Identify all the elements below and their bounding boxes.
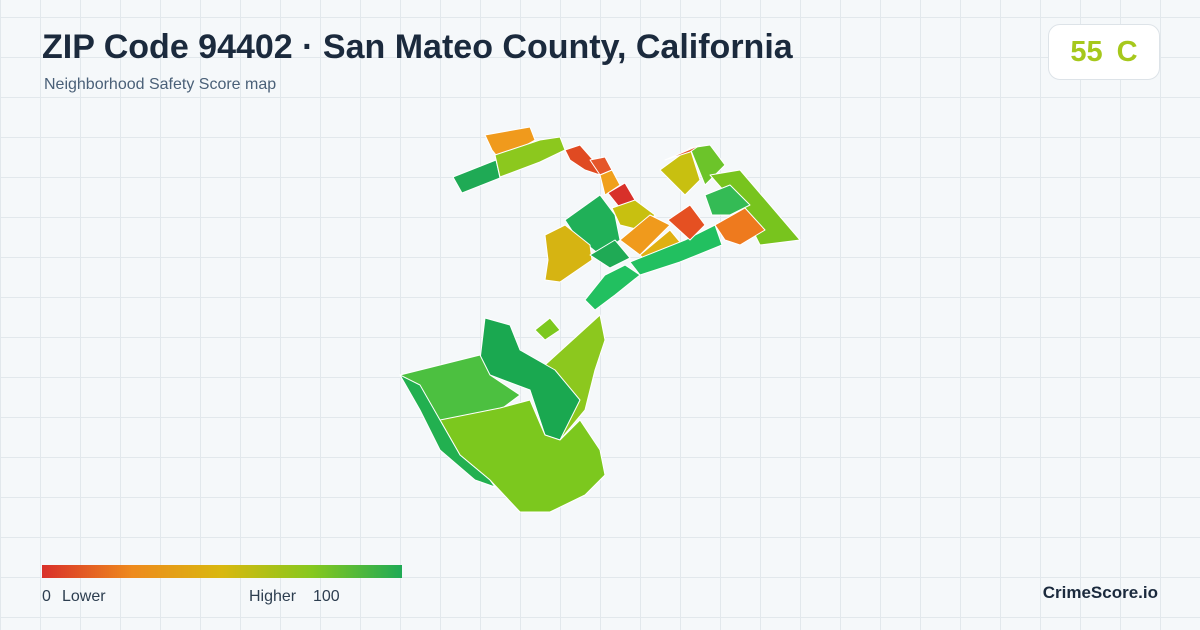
score-value: 55: [1070, 35, 1103, 68]
area: [534, 317, 561, 341]
score-grade: C: [1116, 35, 1138, 68]
legend-max-label: Higher: [249, 588, 297, 605]
area: [399, 374, 496, 488]
area: [439, 399, 606, 513]
area: [619, 214, 671, 256]
title: ZIP Code 94402 · San Mateo County, Calif…: [42, 28, 793, 66]
area: [714, 207, 766, 246]
area: [589, 239, 631, 269]
score-badge: 55 C: [1048, 24, 1160, 80]
area: [544, 224, 593, 283]
area: [599, 169, 621, 196]
brand: CrimeScore.io: [1042, 583, 1158, 602]
legend-max: 100: [313, 588, 340, 605]
area: [704, 184, 751, 216]
area: [584, 264, 641, 311]
legend-min-label: Lower: [62, 588, 106, 605]
area: [667, 204, 706, 241]
legend-min: 0: [42, 588, 51, 605]
subtitle: Neighborhood Safety Score map: [44, 76, 277, 93]
legend-gradient: [42, 565, 402, 578]
area: [479, 317, 581, 441]
area: [452, 159, 501, 194]
area: [689, 144, 726, 186]
area: [664, 144, 701, 161]
